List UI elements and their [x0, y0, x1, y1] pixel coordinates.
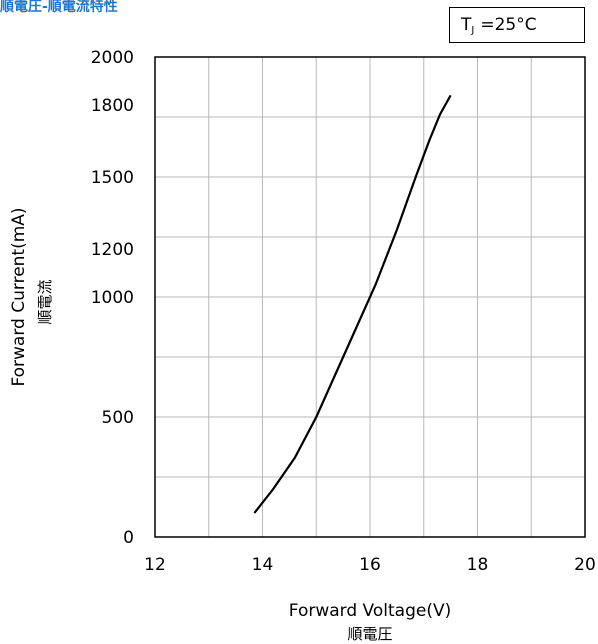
y-tick-label: 1800	[91, 96, 134, 116]
y-tick-label: 0	[123, 528, 134, 548]
temperature-subscript: J	[471, 24, 475, 36]
y-tick-label: 1000	[91, 288, 134, 308]
x-axis-label: Forward Voltage(V)	[289, 601, 451, 621]
plot-frame	[154, 56, 586, 538]
x-axis-sublabel: 順電圧	[347, 625, 392, 643]
chart-title: 順電圧-順電流特性	[0, 0, 118, 15]
temperature-condition-box: T J =25°C	[449, 7, 585, 43]
series-line	[253, 94, 452, 514]
y-tick-label: 1200	[91, 240, 134, 260]
y-axis-sublabel: 順電流	[36, 279, 54, 324]
temperature-value: =25°C	[480, 15, 537, 35]
x-tick-label: 14	[252, 555, 274, 575]
y-tick-label: 1500	[91, 168, 134, 188]
y-tick-label: 500	[102, 408, 134, 428]
y-axis-label: Forward Current(mA)	[9, 207, 29, 386]
x-tick-label: 12	[144, 555, 166, 575]
temperature-symbol: T	[461, 15, 472, 35]
x-tick-label: 20	[574, 555, 596, 575]
tick-labels: 12 14 16 18 20 0 500 1000 1200 1500 1800 2000	[91, 48, 596, 575]
x-tick-label: 18	[467, 555, 489, 575]
y-tick-label: 2000	[91, 48, 134, 68]
x-tick-label: 16	[359, 555, 381, 575]
